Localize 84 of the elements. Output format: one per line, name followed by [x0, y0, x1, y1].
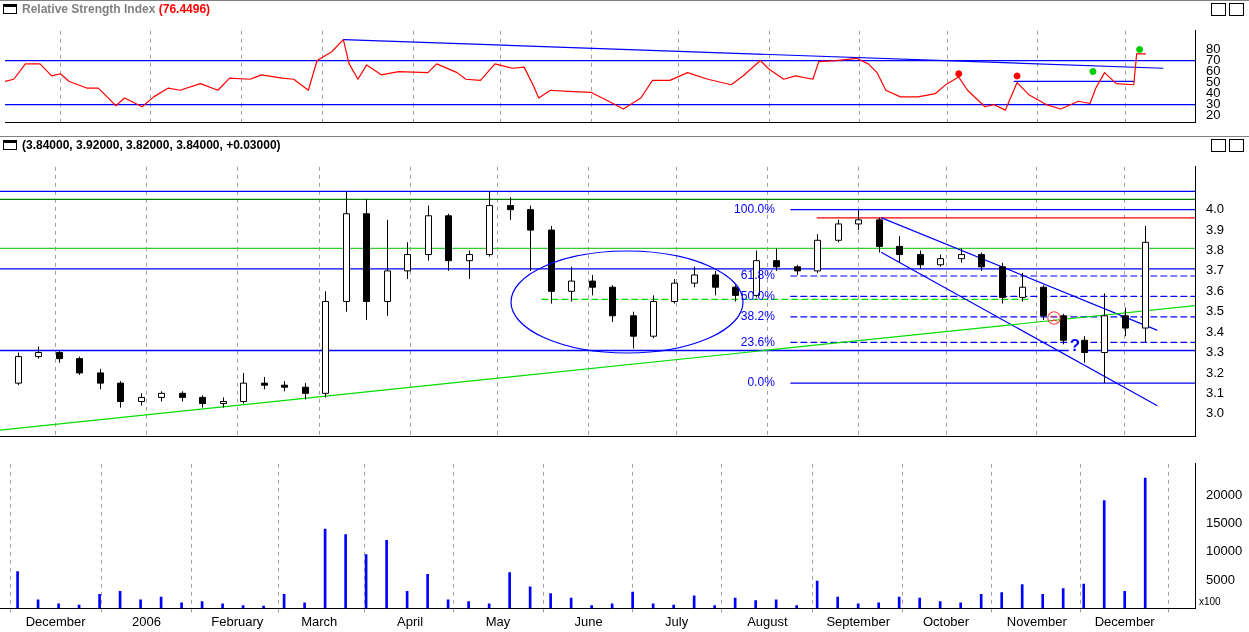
- annotation: ?: [1069, 336, 1081, 356]
- x-tick-label: April: [397, 613, 424, 629]
- series-label: 23.6%: [740, 334, 776, 349]
- point: [1136, 46, 1144, 54]
- bar: [303, 602, 306, 609]
- point: [955, 70, 963, 78]
- candlestick: [1122, 307, 1129, 337]
- bar: [221, 603, 224, 609]
- candlestick: [835, 219, 842, 243]
- bar: [897, 596, 901, 609]
- bar: [180, 602, 183, 609]
- y-tick-label: 3.5: [1206, 303, 1225, 319]
- x-tick-label: August: [747, 613, 788, 629]
- point: [1089, 68, 1097, 76]
- bar: [856, 603, 860, 609]
- x-tick-label: July: [665, 613, 689, 629]
- y-tick-label: 3.2: [1206, 364, 1225, 380]
- bar: [877, 602, 881, 609]
- bar: [98, 593, 101, 609]
- y-tick-label: 20: [1206, 107, 1221, 123]
- candlestick: [712, 270, 719, 296]
- bar: [57, 603, 60, 609]
- chart-title: Relative Strength Index: [22, 2, 156, 16]
- y-tick-label: 3.4: [1206, 323, 1225, 339]
- point: [1013, 72, 1021, 80]
- bar: [1000, 592, 1004, 609]
- x-tick-label: February: [211, 613, 264, 629]
- x-tick-label: September: [826, 613, 891, 629]
- bar: [672, 604, 675, 609]
- bar: [549, 593, 552, 609]
- bar: [713, 605, 716, 609]
- series-label: 100.0%: [734, 201, 776, 216]
- x-tick-label: December: [1094, 613, 1156, 629]
- bar: [959, 602, 963, 609]
- bar: [344, 534, 347, 609]
- y-tick-label: 3.1: [1206, 384, 1225, 400]
- series-label: 38.2%: [740, 309, 776, 324]
- bar: [938, 601, 942, 609]
- bar: [426, 574, 429, 609]
- x-tick-label: 2006: [131, 613, 161, 629]
- bar: [1061, 588, 1065, 609]
- x-tick-label: June: [574, 613, 603, 629]
- bar: [1020, 584, 1024, 609]
- text: x100: [1199, 596, 1222, 608]
- bar: [1123, 591, 1127, 609]
- bar: [1102, 500, 1106, 609]
- candlestick: [527, 205, 534, 272]
- y-tick-label: 20000: [1206, 486, 1243, 502]
- y-tick-label: 5000: [1206, 571, 1235, 587]
- y-tick-label: 3.7: [1206, 262, 1225, 278]
- bar: [508, 572, 511, 609]
- x-tick-label: December: [25, 613, 87, 629]
- bar: [754, 600, 757, 609]
- bar: [590, 605, 593, 609]
- x-tick-label: March: [301, 613, 338, 629]
- y-tick-label: 15000: [1206, 514, 1243, 530]
- y-tick-label: 3.0: [1206, 405, 1225, 421]
- bar: [1082, 583, 1086, 609]
- y-tick-label: 3.6: [1206, 282, 1225, 298]
- bar: [918, 597, 922, 609]
- bar: [16, 571, 19, 609]
- bar: [1041, 593, 1045, 609]
- y-tick-label: 3.3: [1206, 344, 1225, 360]
- bar: [979, 593, 983, 609]
- y-tick-label: 3.8: [1206, 242, 1225, 258]
- bar: [1143, 477, 1147, 609]
- x-tick-label: May: [485, 613, 511, 629]
- chart-subtitle: (76.4496): [157, 2, 211, 16]
- series-label: 0.0%: [747, 375, 776, 390]
- bar: [795, 605, 798, 609]
- y-tick-label: 10000: [1206, 543, 1243, 559]
- x-tick-label: November: [1006, 613, 1068, 629]
- bar: [836, 596, 839, 609]
- bar: [631, 591, 634, 609]
- y-tick-label: 3.9: [1206, 221, 1225, 237]
- candlestick: [691, 266, 698, 288]
- bar: [385, 540, 388, 609]
- bar: [467, 601, 470, 609]
- candlestick: [97, 368, 104, 390]
- y-tick-label: 4.0: [1206, 201, 1225, 217]
- bar: [139, 599, 142, 609]
- x-tick-label: October: [922, 613, 970, 629]
- candlestick: [630, 311, 637, 349]
- chart-title: (3.84000, 3.92000, 3.82000, 3.84000, +0.03000): [22, 138, 281, 152]
